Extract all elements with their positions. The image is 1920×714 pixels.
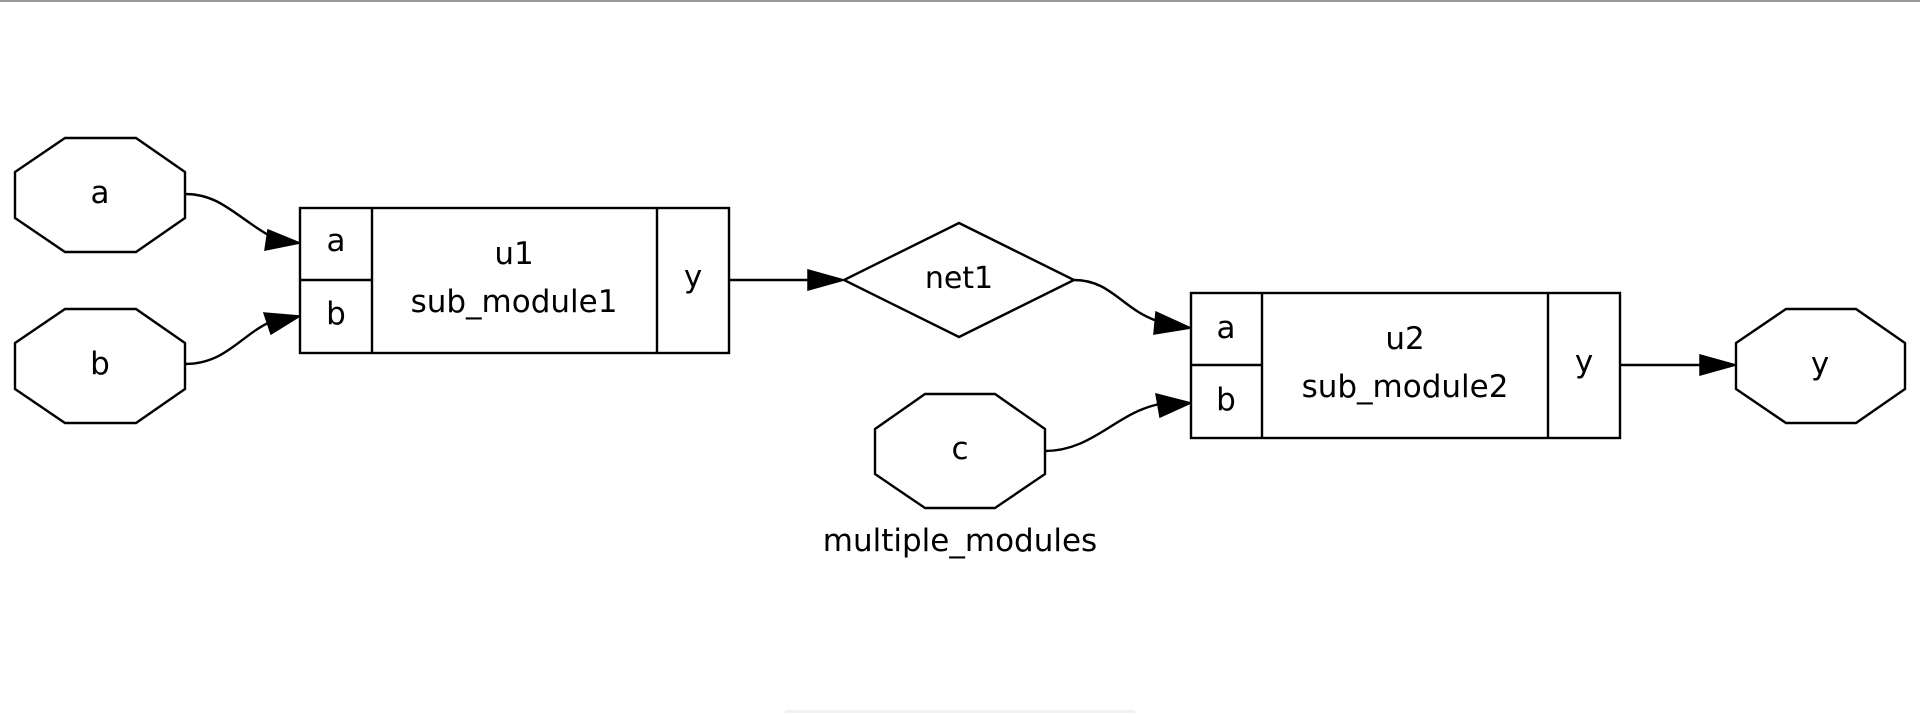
top-border bbox=[0, 0, 1920, 2]
module-type-label: sub_module2 bbox=[1302, 369, 1509, 405]
octagon-shape bbox=[873, 392, 1047, 510]
module-instance-label: u1 bbox=[494, 236, 533, 272]
octagon-shape bbox=[13, 307, 187, 425]
module-instance-label: u2 bbox=[1385, 321, 1424, 357]
module-type-label: sub_module1 bbox=[411, 284, 618, 320]
port-label-a: a bbox=[1217, 310, 1236, 346]
arrowhead-u1-b bbox=[262, 312, 303, 336]
port-label-b: b bbox=[326, 296, 346, 332]
arrowhead-u1-a bbox=[264, 228, 303, 251]
net-node-net1[interactable]: net1 bbox=[841, 221, 1077, 339]
diagram-title: multiple_modules bbox=[823, 523, 1097, 559]
port-label-a: a bbox=[327, 223, 346, 259]
arrowhead-net1 bbox=[807, 269, 847, 291]
arrowhead-u2-b bbox=[1155, 392, 1194, 419]
arrowhead-u2-a bbox=[1153, 310, 1194, 335]
input-label-a: a bbox=[91, 175, 110, 211]
octagon-shape bbox=[1734, 307, 1907, 425]
input-node-b[interactable]: b bbox=[13, 307, 187, 425]
input-label-c: c bbox=[951, 431, 968, 467]
edge-net1-to-u2-a bbox=[1073, 278, 1161, 324]
bottom-edge-hint bbox=[785, 710, 1135, 713]
diamond-shape bbox=[841, 221, 1077, 339]
edges bbox=[184, 192, 1739, 453]
output-label-y: y bbox=[1811, 346, 1829, 382]
output-node-y[interactable]: y bbox=[1734, 307, 1907, 425]
port-label-b: b bbox=[1216, 382, 1236, 418]
input-node-c[interactable]: c bbox=[873, 392, 1047, 510]
module-u1[interactable]: a b u1 sub_module1 y bbox=[298, 206, 731, 355]
input-label-b: b bbox=[90, 346, 110, 382]
port-label-y: y bbox=[684, 259, 702, 295]
edge-c-to-u2-b bbox=[1044, 402, 1161, 453]
port-label-y: y bbox=[1575, 344, 1593, 380]
edge-b-to-u1-b bbox=[184, 320, 271, 366]
net-label: net1 bbox=[925, 261, 993, 296]
module-u2[interactable]: a b u2 sub_module2 y bbox=[1189, 291, 1622, 440]
arrowhead-y bbox=[1699, 354, 1739, 376]
octagon-shape bbox=[13, 136, 187, 254]
edge-a-to-u1-a bbox=[184, 192, 271, 238]
input-node-a[interactable]: a bbox=[13, 136, 187, 254]
